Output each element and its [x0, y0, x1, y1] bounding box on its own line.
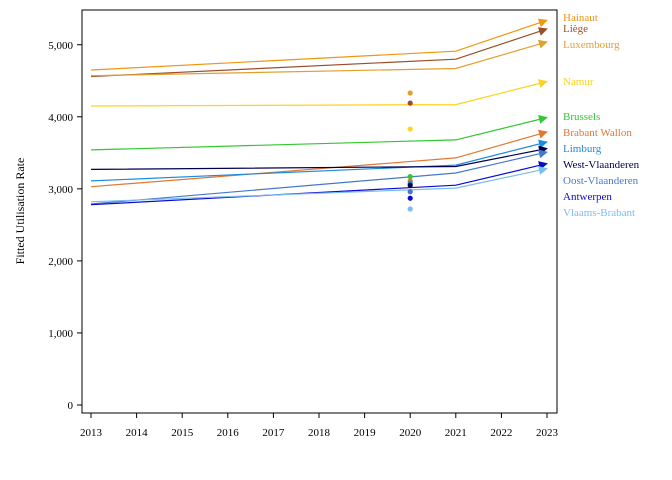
x-tick-label: 2016	[217, 427, 240, 439]
x-axis: 2013 2014 2015 2016 2017 2018 2019 2020 2021 2022…	[80, 413, 559, 439]
x-tick-label: 2023	[536, 427, 559, 439]
x-tick-label: 2013	[80, 427, 103, 439]
y-axis: 0 1,000 2,000 3,000 4,000 5,000	[48, 40, 82, 412]
series-label-namur: Namur	[563, 76, 594, 88]
y-tick-label: 2,000	[48, 256, 73, 268]
points-layer	[407, 90, 413, 212]
series-label-hainaut: Hainaut	[563, 12, 598, 24]
data-point-brussels	[407, 174, 413, 180]
series-label-west-vlaanderen: West-Vlaanderen	[563, 159, 640, 171]
data-point-west-vlaanderen	[407, 182, 413, 188]
y-tick-label: 5,000	[48, 40, 73, 52]
series-line-brussels	[90, 115, 548, 151]
series-line-brabant-wallon	[90, 129, 548, 188]
x-tick-label: 2020	[399, 427, 422, 439]
x-tick-label: 2014	[126, 427, 149, 439]
series-line-hainaut	[90, 18, 548, 71]
series-line-limburg	[90, 139, 548, 182]
data-point-luxembourg	[407, 90, 413, 96]
series-label-antwerpen: Antwerpen	[563, 191, 612, 203]
series-label-limburg: Limburg	[563, 143, 602, 155]
data-point-vlaams-brabant	[407, 206, 413, 212]
data-point-li-ge	[407, 100, 413, 106]
x-tick-label: 2019	[354, 427, 377, 439]
y-tick-label: 4,000	[48, 112, 73, 124]
plot-frame	[81, 9, 558, 414]
x-tick-label: 2017	[262, 427, 285, 439]
series-line-oost-vlaanderen	[90, 149, 548, 205]
series-line-li-ge	[90, 27, 548, 78]
series-label-oost-vlaanderen: Oost-Vlaanderen	[563, 175, 639, 187]
y-tick-label: 1,000	[48, 328, 73, 340]
series-line-west-vlaanderen	[90, 145, 548, 170]
series-line-vlaams-brabant	[90, 165, 548, 203]
x-tick-label: 2018	[308, 427, 331, 439]
x-tick-label: 2015	[171, 427, 194, 439]
y-tick-label: 0	[68, 400, 74, 412]
data-point-antwerpen	[407, 195, 413, 201]
series-label-li-ge: Liège	[563, 23, 588, 35]
series-layer	[90, 18, 548, 206]
y-tick-label: 3,000	[48, 184, 73, 196]
series-label-brussels: Brussels	[563, 111, 600, 123]
data-point-namur	[407, 126, 413, 132]
x-tick-label: 2022	[490, 427, 512, 439]
series-label-vlaams-brabant: Vlaams-Brabant	[563, 207, 635, 219]
series-label-brabant-wallon: Brabant Wallon	[563, 127, 632, 139]
series-line-antwerpen	[90, 161, 548, 206]
x-tick-label: 2021	[445, 427, 467, 439]
series-line-namur	[90, 79, 548, 107]
series-label-luxembourg: Luxembourg	[563, 39, 620, 51]
series-line-luxembourg	[90, 39, 548, 77]
data-point-oost-vlaanderen	[407, 189, 413, 195]
y-axis-label: Fitted Utilisation Rate	[13, 158, 27, 265]
